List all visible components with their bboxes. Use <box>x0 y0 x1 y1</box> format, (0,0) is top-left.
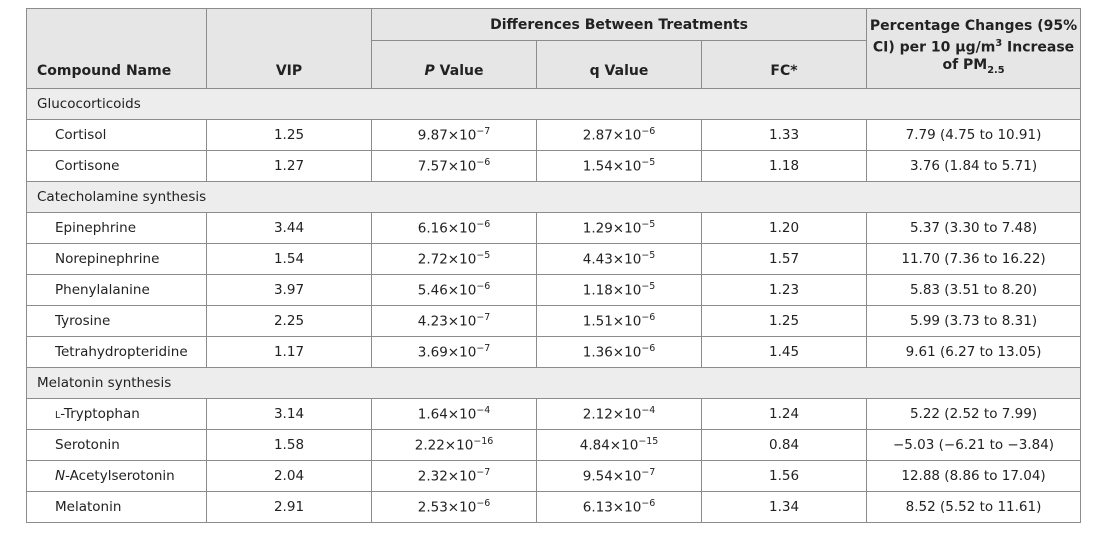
compound-name-cell: Serotonin <box>26 429 207 461</box>
q-value-cell: 1.36×10−6 <box>536 336 702 368</box>
fc-cell: 1.20 <box>700 212 868 244</box>
p-value-cell: 2.22×10−16 <box>371 429 537 461</box>
q-value-cell: 1.51×10−6 <box>536 305 702 337</box>
fc-cell: 1.57 <box>700 243 868 275</box>
vip-cell: 1.54 <box>206 243 372 275</box>
table-row: Cortisone 1.27 7.57×10−6 1.54×10−5 1.18 3.76 … <box>26 150 1082 182</box>
table-body: Glucocorticoids Cortisol 1.25 9.87×10−7 2.87… <box>25 88 1082 523</box>
table-header: Compound Name VIP Differences Between Tr… <box>26 8 1082 89</box>
q-value-cell: 2.87×10−6 <box>536 119 702 151</box>
q-value-cell: 1.18×10−5 <box>536 274 702 306</box>
table-row: Melatonin 2.91 2.53×10−6 6.13×10−6 1.34 8.52 … <box>26 491 1082 523</box>
compound-name-cell: Norepinephrine <box>26 243 207 275</box>
group-row: Glucocorticoids <box>25 88 1082 120</box>
vip-cell: 3.44 <box>206 212 372 244</box>
p-value-cell: 2.53×10−6 <box>371 491 537 523</box>
q-value-cell: 9.54×10−7 <box>536 460 702 492</box>
fc-cell: 1.24 <box>700 398 868 430</box>
fc-cell: 1.18 <box>700 150 868 182</box>
fc-cell: 1.33 <box>700 119 868 151</box>
table-row: Cortisol 1.25 9.87×10−7 2.87×10−6 1.33 7.79 (… <box>26 119 1082 151</box>
compound-name-cell: Melatonin <box>26 491 207 523</box>
fc-cell: 1.45 <box>700 336 868 368</box>
vip-cell: 3.14 <box>206 398 372 430</box>
p-value-cell: 2.72×10−5 <box>371 243 537 275</box>
group-label: Glucocorticoids <box>25 88 1082 120</box>
percentage-change-cell: 8.52 (5.52 to 11.61) <box>866 491 1082 523</box>
q-value-cell: 6.13×10−6 <box>536 491 702 523</box>
fc-cell: 1.34 <box>700 491 868 523</box>
table-row: N-Acetylserotonin 2.04 2.32×10−7 9.54×10−7 1… <box>26 460 1082 492</box>
table-row: L-Tryptophan 3.14 1.64×10−4 2.12×10−4 1.24 5.… <box>26 398 1082 430</box>
percentage-change-cell: 9.61 (6.27 to 13.05) <box>866 336 1082 368</box>
compound-name-cell: Cortisol <box>26 119 207 151</box>
vip-cell: 3.97 <box>206 274 372 306</box>
vip-header: VIP <box>206 8 372 89</box>
compound-name-cell: Epinephrine <box>26 212 207 244</box>
group-label: Melatonin synthesis <box>25 367 1082 399</box>
percentage-change-cell: 12.88 (8.86 to 17.04) <box>866 460 1082 492</box>
table-row: Epinephrine 3.44 6.16×10−6 1.29×10−5 1.20 5.3… <box>26 212 1082 244</box>
vip-cell: 1.17 <box>206 336 372 368</box>
p-value-header: P Value <box>371 40 537 89</box>
p-value-cell: 1.64×10−4 <box>371 398 537 430</box>
percentage-change-header: Percentage Changes (95% CI) per 10 µg/m3… <box>866 8 1082 89</box>
pct-header-line3: of PM2.5 <box>942 56 1005 76</box>
fc-cell: 1.56 <box>700 460 868 492</box>
percentage-change-cell: 5.22 (2.52 to 7.99) <box>866 398 1082 430</box>
pct-header-line1: Percentage Changes (95% <box>869 18 1078 35</box>
fc-header: FC* <box>700 40 868 89</box>
percentage-change-cell: 5.83 (3.51 to 8.20) <box>866 274 1082 306</box>
differences-header: Differences Between Treatments <box>370 8 868 41</box>
p-value-cell: 2.32×10−7 <box>371 460 537 492</box>
fc-cell: 0.84 <box>700 429 868 461</box>
percentage-change-cell: 5.99 (3.73 to 8.31) <box>866 305 1082 337</box>
q-value-cell: 4.43×10−5 <box>536 243 702 275</box>
vip-cell: 1.58 <box>206 429 372 461</box>
q-value-cell: 1.29×10−5 <box>536 212 702 244</box>
p-value-cell: 9.87×10−7 <box>371 119 537 151</box>
table-row: Tyrosine 2.25 4.23×10−7 1.51×10−6 1.25 5.99 (… <box>26 305 1082 337</box>
group-label: Catecholamine synthesis <box>25 181 1082 213</box>
metabolite-table: Compound Name VIP Differences Between Tr… <box>25 8 1082 523</box>
pct-header-line2: CI) per 10 µg/m3 Increase <box>872 38 1075 56</box>
p-value-cell: 5.46×10−6 <box>371 274 537 306</box>
percentage-change-cell: 3.76 (1.84 to 5.71) <box>866 150 1082 182</box>
p-value-cell: 6.16×10−6 <box>371 212 537 244</box>
fc-cell: 1.23 <box>700 274 868 306</box>
table-row: Tetrahydropteridine 1.17 3.69×10−7 1.36×10−… <box>26 336 1082 368</box>
vip-cell: 2.04 <box>206 460 372 492</box>
group-row: Melatonin synthesis <box>25 367 1082 399</box>
p-value-cell: 4.23×10−7 <box>371 305 537 337</box>
q-value-cell: 4.84×10−15 <box>536 429 702 461</box>
percentage-change-cell: −5.03 (−6.21 to −3.84) <box>866 429 1082 461</box>
compound-name-cell: Tyrosine <box>26 305 207 337</box>
q-value-cell: 1.54×10−5 <box>536 150 702 182</box>
percentage-change-cell: 7.79 (4.75 to 10.91) <box>866 119 1082 151</box>
fc-cell: 1.25 <box>700 305 868 337</box>
percentage-change-cell: 11.70 (7.36 to 16.22) <box>866 243 1082 275</box>
compound-name-cell: Tetrahydropteridine <box>26 336 207 368</box>
p-value-cell: 3.69×10−7 <box>371 336 537 368</box>
q-value-cell: 2.12×10−4 <box>536 398 702 430</box>
compound-name-cell: L-Tryptophan <box>26 398 207 430</box>
compound-name-cell: N-Acetylserotonin <box>26 460 207 492</box>
vip-cell: 2.91 <box>206 491 372 523</box>
compound-name-header: Compound Name <box>26 8 207 89</box>
compound-name-cell: Phenylalanine <box>26 274 207 306</box>
table-row: Serotonin 1.58 2.22×10−16 4.84×10−15 0.84 −5.… <box>26 429 1082 461</box>
vip-cell: 1.25 <box>206 119 372 151</box>
q-value-header: q Value <box>536 40 702 89</box>
compound-name-cell: Cortisone <box>26 150 207 182</box>
table-row: Phenylalanine 3.97 5.46×10−6 1.18×10−5 1.23 5… <box>26 274 1082 306</box>
percentage-change-cell: 5.37 (3.30 to 7.48) <box>866 212 1082 244</box>
p-value-cell: 7.57×10−6 <box>371 150 537 182</box>
vip-cell: 1.27 <box>206 150 372 182</box>
vip-cell: 2.25 <box>206 305 372 337</box>
table-row: Norepinephrine 1.54 2.72×10−5 4.43×10−5 1.57… <box>26 243 1082 275</box>
group-row: Catecholamine synthesis <box>25 181 1082 213</box>
